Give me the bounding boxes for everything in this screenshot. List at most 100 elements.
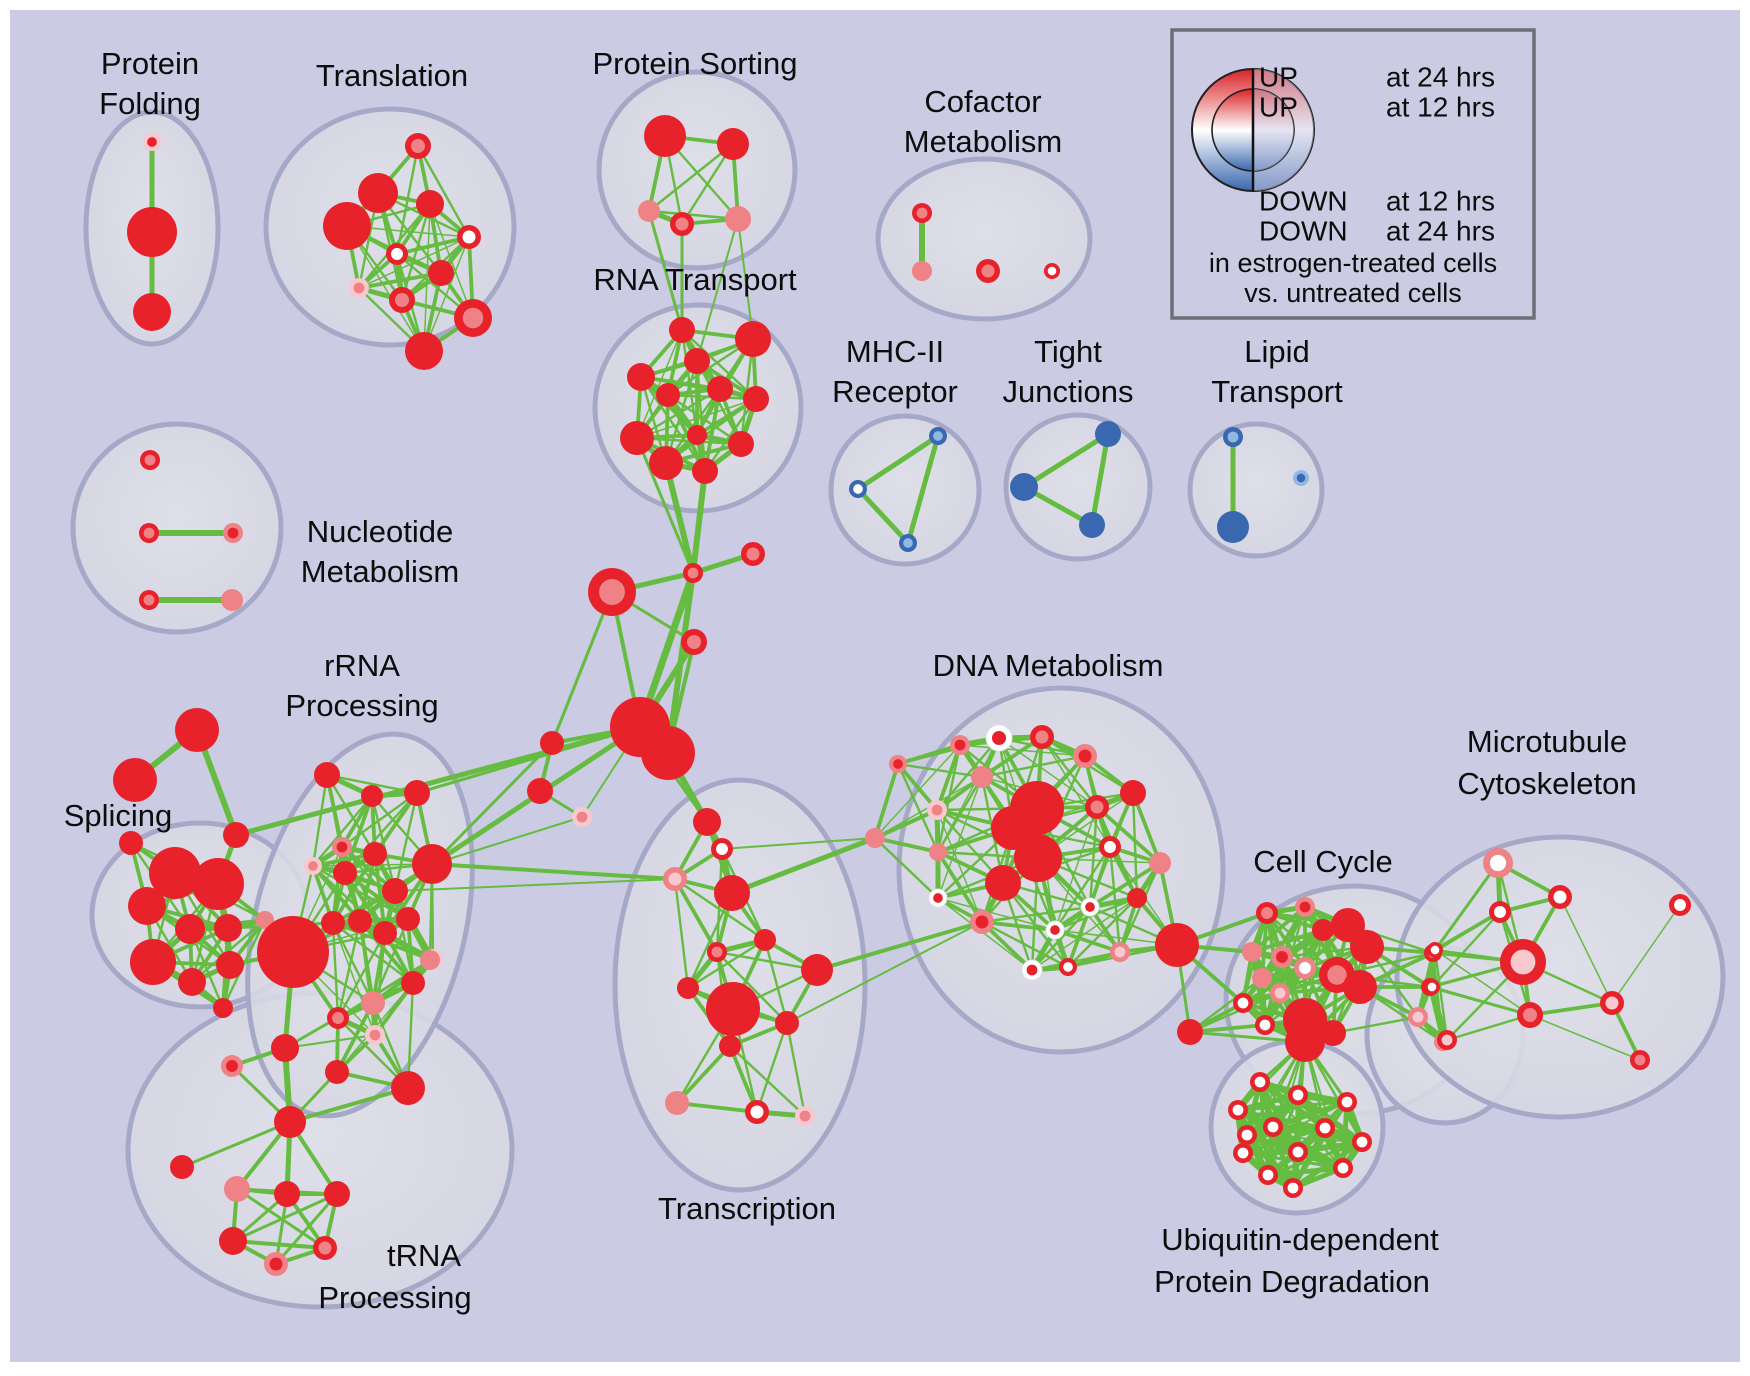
cluster-label-rna-transport: RNA Transport	[593, 262, 797, 297]
edge-trna-processing	[231, 1239, 327, 1250]
node-transcription	[707, 942, 727, 962]
node-central-hub	[683, 563, 703, 583]
node-outer-ring	[1120, 780, 1146, 806]
node-outer-ring	[175, 914, 205, 944]
cluster-label-rrna-processing: Processing	[285, 688, 438, 723]
node-outer-ring	[1177, 1019, 1203, 1045]
node-cell-cycle	[1285, 1022, 1325, 1062]
node-microtubule-cytoskeleton	[1600, 991, 1624, 1015]
node-inner-core	[1276, 951, 1288, 963]
node-mhc-ii-receptor	[849, 480, 867, 498]
node-outer-ring	[725, 206, 751, 232]
cluster-bubble-protein-sorting	[596, 69, 798, 271]
node-inner-core	[1510, 949, 1536, 975]
node-cell-cycle	[1331, 908, 1365, 942]
node-outer-ring	[412, 844, 452, 884]
node-translation	[416, 190, 444, 218]
node-inner-core	[746, 547, 760, 561]
edge-translation	[346, 225, 425, 352]
node-translation	[405, 133, 431, 159]
node-translation	[323, 202, 371, 250]
node-outer-ring	[391, 1071, 425, 1105]
cluster-bubble-cofactor-metabolism	[875, 156, 1093, 322]
node-outer-ring	[1320, 1020, 1346, 1046]
edge-trna-processing	[274, 1192, 339, 1266]
node-cell-cycle	[1242, 942, 1262, 962]
node-outer-ring	[321, 911, 345, 935]
node-inner-core	[981, 264, 995, 278]
node-rrna-processing	[333, 861, 357, 885]
node-dna-metabolism	[950, 735, 970, 755]
node-trna-processing	[324, 1181, 350, 1207]
node-dna-metabolism	[985, 865, 1021, 901]
edge-rna-transport	[666, 393, 707, 473]
node-protein-sorting	[638, 200, 660, 222]
node-transcription	[706, 982, 760, 1036]
edge-transcription	[728, 1044, 807, 1118]
node-outer-ring	[175, 708, 219, 752]
node-microtubule-cytoskeleton	[1517, 1002, 1543, 1028]
node-outer-ring	[649, 446, 683, 480]
node-outer-ring	[257, 916, 329, 988]
node-inner-core	[353, 282, 365, 294]
node-cofactor-metabolism	[912, 261, 932, 281]
node-microtubule-cytoskeleton	[1630, 1050, 1650, 1070]
node-outer-ring	[1343, 970, 1377, 1004]
node-transcription	[711, 838, 733, 860]
edge-link	[431, 862, 677, 881]
node-inner-core	[332, 1012, 344, 1024]
edge-dna-metabolism	[959, 744, 1086, 757]
edge-ubiquitin-degradation	[1295, 1139, 1365, 1155]
edge-dna-metabolism	[1053, 845, 1112, 932]
edge-transcription	[686, 938, 767, 990]
node-inner-core	[599, 579, 625, 605]
node-inner-core	[1232, 1104, 1244, 1116]
node-inner-core	[1337, 1162, 1349, 1174]
node-outer-ring	[361, 785, 383, 807]
node-dna-metabolism	[1127, 888, 1147, 908]
node-inner-core	[147, 137, 157, 147]
node-cell-cycle	[1270, 983, 1290, 1003]
cluster-label-ubiquitin-degradation: Ubiquitin-dependent	[1161, 1222, 1439, 1257]
edge-transcription	[675, 1101, 759, 1114]
node-translation	[457, 225, 481, 249]
cluster-label-translation: Translation	[316, 58, 468, 93]
node-outer-ring	[1350, 930, 1384, 964]
node-inner-core	[1427, 982, 1437, 992]
node-outer-ring	[373, 921, 397, 945]
node-cofactor-metabolism	[976, 259, 1000, 283]
edge-transcription	[715, 950, 789, 1025]
node-rrna-processing	[396, 907, 420, 931]
node-outer-ring	[719, 1035, 741, 1057]
edge-dna-metabolism	[935, 743, 962, 812]
node-cell-cycle	[1255, 1015, 1275, 1035]
legend-time-label: at 12 hrs	[1386, 186, 1495, 217]
edge-dna-metabolism	[874, 744, 961, 839]
cluster-label-cofactor-metabolism: Cofactor	[924, 84, 1041, 119]
edge-rrna-processing	[331, 852, 377, 925]
node-outer-ring	[1242, 942, 1262, 962]
edge-dna-metabolism	[980, 754, 1087, 779]
cluster-bubble-lipid-transport	[1187, 421, 1325, 559]
node-inner-core	[1114, 946, 1126, 958]
edge-dna-metabolism	[896, 762, 940, 854]
edge-dna-metabolism	[980, 920, 1057, 932]
node-translation	[428, 260, 454, 286]
node-outer-ring	[1155, 923, 1199, 967]
edge-rrna-processing	[325, 773, 377, 856]
node-outer-ring	[971, 766, 993, 788]
node-outer-ring	[192, 858, 244, 910]
edge-dna-metabolism	[1088, 805, 1099, 909]
node-outer-ring	[754, 929, 776, 951]
node-rrna-processing	[314, 762, 340, 788]
node-outer-ring	[717, 128, 749, 160]
node-microtubule-cytoskeleton	[1489, 901, 1511, 923]
node-dna-metabolism	[970, 910, 994, 934]
node-inner-core	[1494, 906, 1506, 918]
node-outer-ring	[219, 1227, 247, 1255]
edge-transcription	[673, 877, 690, 990]
node-cell-cycle	[1256, 902, 1278, 924]
node-outer-ring	[641, 726, 695, 780]
node-splicing	[216, 951, 244, 979]
node-cofactor-metabolism	[912, 203, 932, 223]
